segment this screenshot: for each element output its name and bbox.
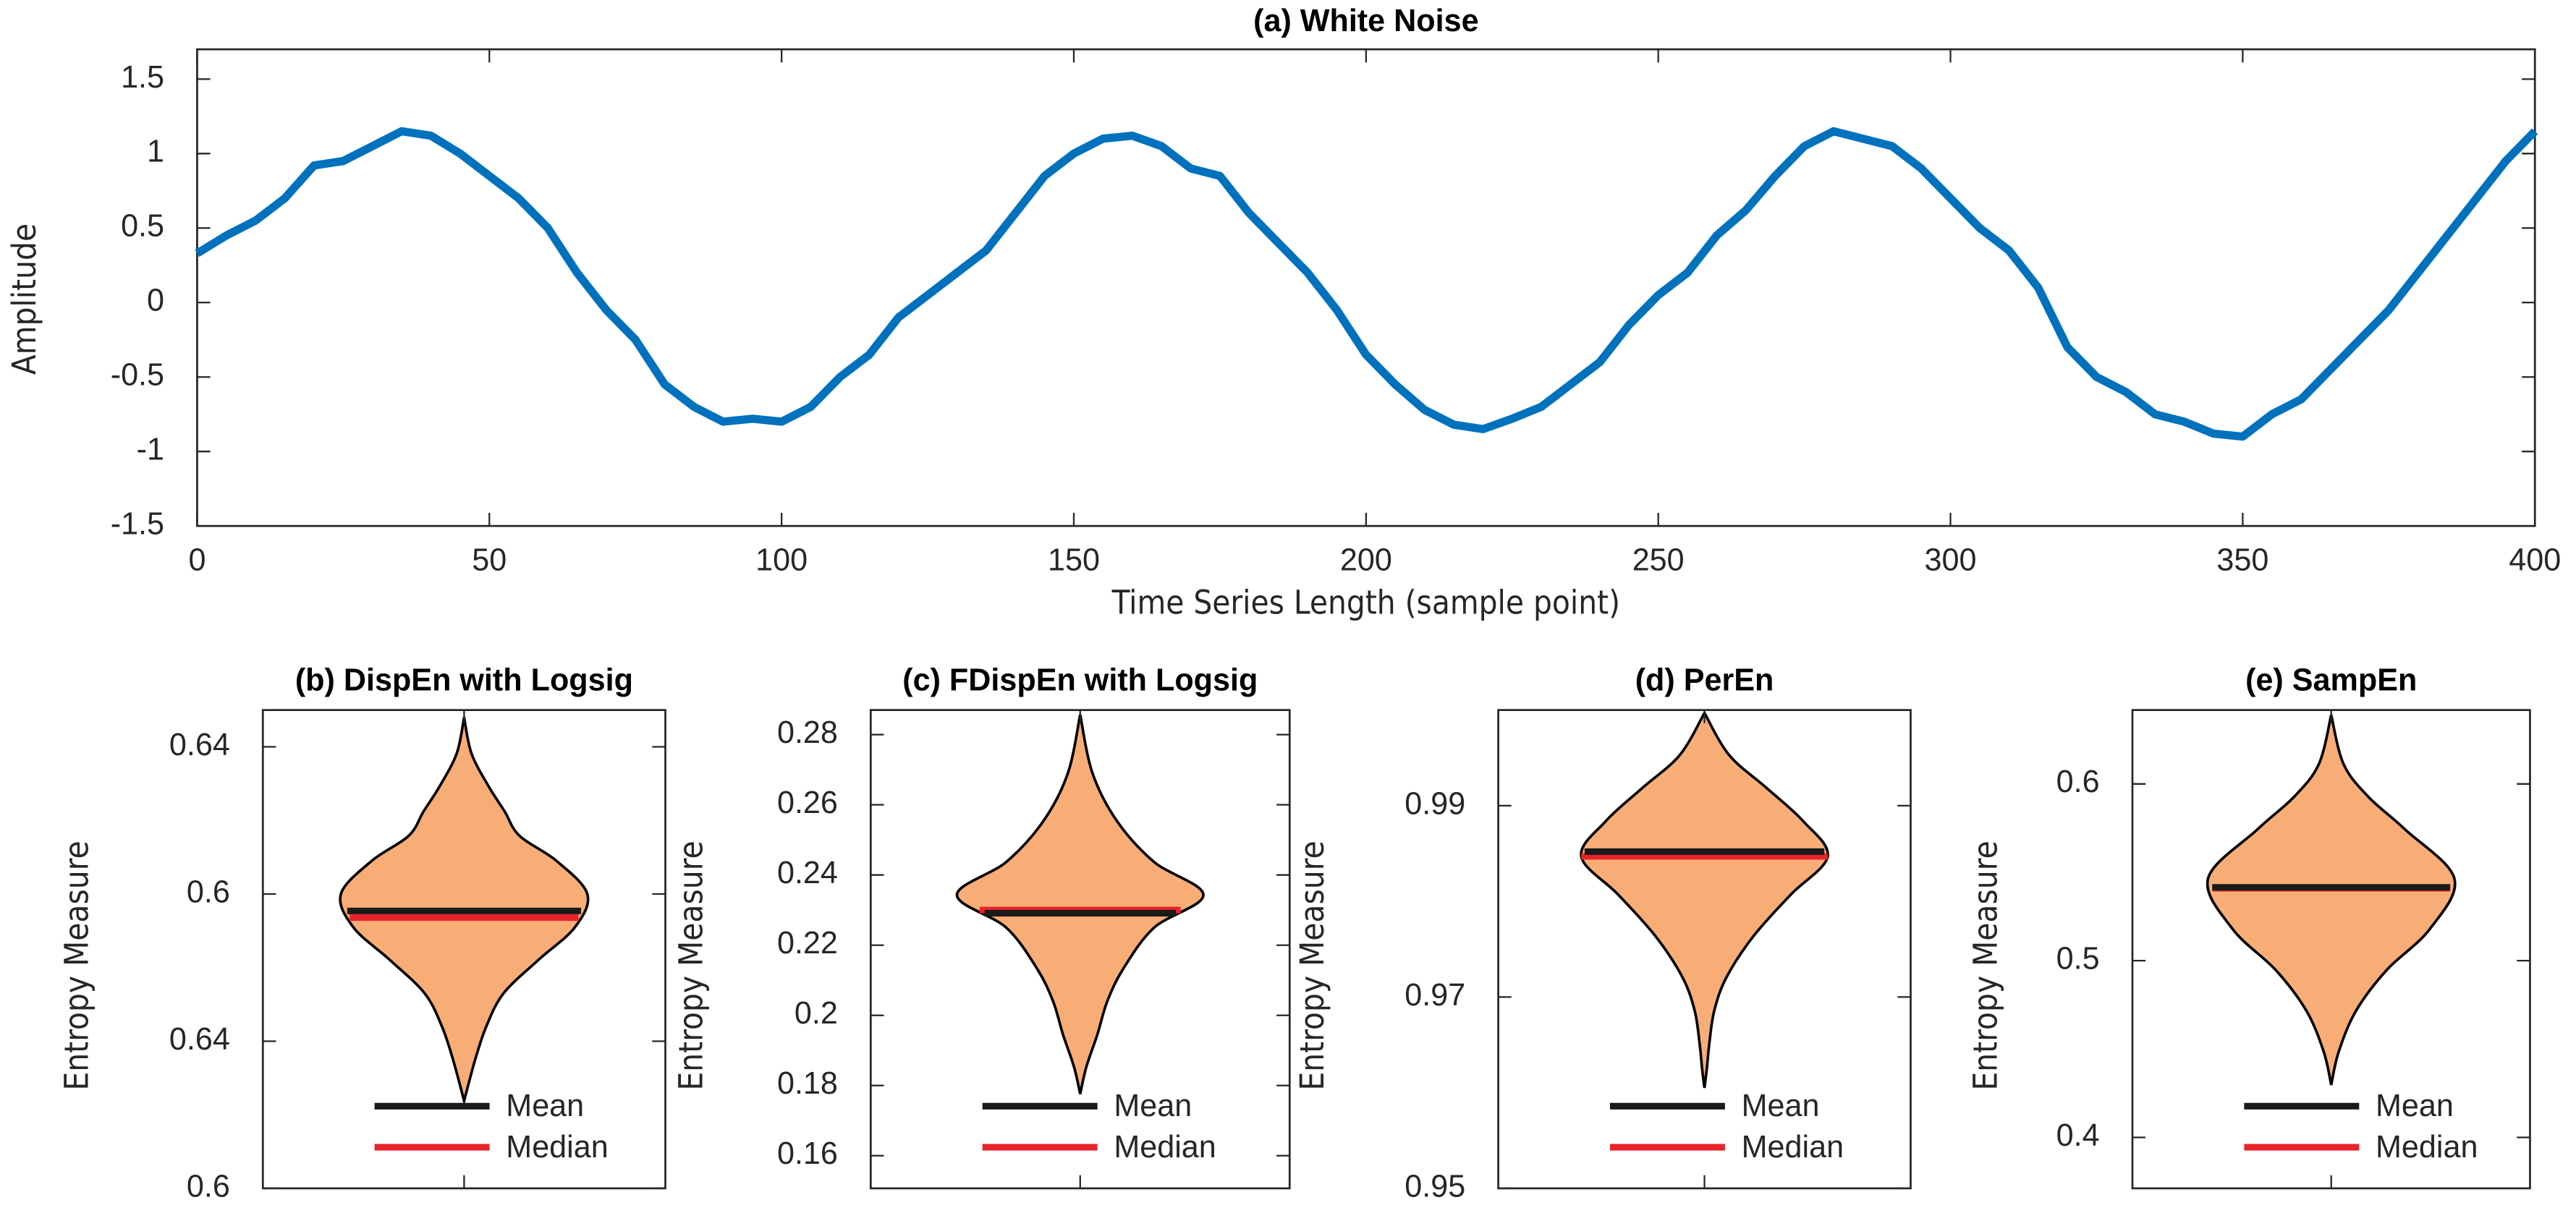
chart-title: (a) White Noise (1253, 4, 1478, 38)
x-tick-label: 0 (188, 543, 206, 578)
x-tick-label: 350 (2216, 543, 2268, 578)
y-axis-label: Entropy Measure (57, 840, 96, 1090)
y-tick-label: 0 (147, 284, 164, 318)
x-tick-label: 150 (1048, 543, 1100, 578)
y-tick-label: 0.22 (777, 926, 838, 961)
y-tick-label: 0.28 (777, 715, 838, 750)
y-tick-label: 0.5 (2056, 942, 2100, 976)
axes-box (196, 48, 2536, 527)
y-tick-label: 0.6 (187, 874, 230, 909)
y-tick-label: 0.99 (1404, 786, 1465, 821)
y-tick-label: -1.5 (111, 507, 164, 542)
y-tick-label: 0.24 (777, 856, 838, 890)
y-tick-label: -0.5 (111, 358, 164, 393)
legend-label: Median (1742, 1130, 1844, 1165)
data-line (195, 127, 2538, 441)
x-tick-label: 50 (472, 543, 507, 578)
chart-title: (d) PerEn (1635, 663, 1774, 697)
y-tick-label: 0.26 (777, 786, 838, 820)
y-tick-label: 1 (147, 135, 164, 169)
y-tick-label: -1 (137, 433, 164, 467)
legend-label: Mean (506, 1089, 584, 1123)
y-axis-label: Entropy Measure (1967, 840, 2005, 1090)
y-tick-label: 0.16 (777, 1136, 838, 1171)
y-tick-label: 0.5 (121, 209, 164, 244)
chart-title: (c) FDispEn with Logsig (902, 663, 1258, 697)
y-tick-label: 0.6 (2056, 765, 2100, 799)
x-tick-label: 250 (1632, 543, 1685, 578)
y-tick-label: 0.6 (187, 1169, 230, 1204)
legend-label: Median (506, 1130, 608, 1165)
violin (1580, 710, 1829, 1089)
y-tick-label: 0.2 (795, 996, 838, 1031)
x-tick-label: 200 (1340, 543, 1392, 578)
y-tick-label: 0.95 (1404, 1169, 1465, 1204)
violin (2206, 715, 2457, 1086)
violin (955, 714, 1205, 1094)
legend-label: Mean (2376, 1089, 2454, 1123)
chart-title: (e) SampEn (2245, 663, 2417, 697)
legend-label: Mean (1742, 1089, 1820, 1123)
y-tick-label: 0.4 (2056, 1118, 2100, 1153)
y-axis-label: Entropy Measure (1293, 840, 1331, 1090)
x-tick-label: 400 (2509, 543, 2561, 578)
legend-label: Mean (1114, 1089, 1192, 1123)
y-tick-label: 1.5 (121, 60, 164, 95)
chart-title: (b) DispEn with Logsig (295, 663, 633, 697)
y-tick-label: 0.97 (1404, 978, 1465, 1013)
legend-label: Median (2376, 1130, 2478, 1165)
y-tick-label: 0.18 (777, 1066, 838, 1101)
y-tick-label: 0.64 (169, 1022, 230, 1057)
y-tick-label: 0.64 (169, 728, 230, 762)
x-tick-label: 300 (1925, 543, 1977, 578)
y-axis-label: Entropy Measure (672, 840, 711, 1090)
y-axis-label: Amplitude (5, 224, 43, 375)
x-tick-label: 100 (755, 543, 808, 578)
legend-label: Median (1114, 1130, 1216, 1165)
x-axis-label: Time Series Length (sample point) (1111, 584, 1621, 622)
